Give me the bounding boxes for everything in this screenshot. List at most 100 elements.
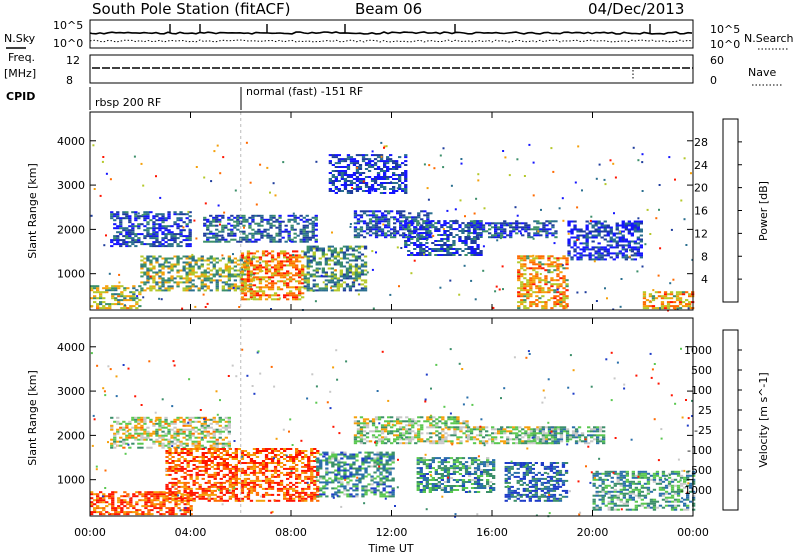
echo-cell [264,456,269,458]
echo-cell [258,479,263,482]
echo-cell [176,237,180,240]
echo-cell [252,483,257,486]
echo-cell [140,267,144,270]
echo-cell [146,269,150,272]
echo-cell [551,220,555,223]
echo-cell [221,289,225,292]
echo-cell [167,239,171,242]
echo-cell [688,303,692,306]
echo-cell [96,505,100,508]
echo-cell [443,244,447,246]
echo-cell [312,283,316,286]
echo-cell [206,232,210,235]
echo-cell [188,434,192,437]
echo-cell [258,258,263,261]
echo-cell [186,507,190,510]
echo-cell [295,254,299,257]
echo-cell [570,236,574,239]
echo-cell [239,279,243,282]
echo-cell [565,259,569,262]
echo-cell [221,257,225,260]
echo-cell [515,232,519,235]
echo-cell [252,294,257,297]
echo-cell [500,230,504,233]
echo-cell [140,446,144,449]
echo-cell [236,263,240,266]
echo-cell [164,287,168,290]
echo-cell [307,460,311,462]
echo-cell [392,178,396,180]
echo-cell [475,222,480,225]
echo-cell [340,451,344,454]
echo-cell [627,222,631,225]
echo-speck [232,286,235,289]
echo-cell [597,256,601,259]
echo-cell [500,226,504,229]
echo-cell [340,160,344,163]
echo-cell [152,223,156,226]
echo-cell [276,294,281,297]
echo-cell [185,275,189,278]
echo-cell [227,255,231,258]
echo-cell [225,489,229,492]
echo-cell [633,246,637,249]
echo-speck [612,162,615,165]
echo-cell [284,240,288,243]
echo-cell [231,489,235,492]
echo-speck [105,172,108,175]
echo-cell [195,448,199,450]
echo-cell [286,460,290,462]
echo-cell [358,186,363,188]
echo-cell [621,248,625,251]
echo-cell [343,188,348,190]
echo-cell [289,264,293,267]
echo-cell [132,511,136,514]
echo-cell [535,255,539,258]
echo-speck [140,162,143,165]
echo-cell [396,220,400,223]
echo-cell [289,465,293,468]
echo-cell [404,242,408,244]
echo-cell [678,299,683,302]
echo-cell [348,253,353,256]
echo-cell [675,291,680,294]
echo-cell [222,467,226,470]
echo-cell [358,178,363,180]
echo-cell [407,230,411,232]
echo-cell [185,434,189,437]
echo-cell [138,305,142,308]
echo-cell [348,265,353,268]
echo-cell [488,232,492,235]
echo-cell [544,303,548,306]
echo-cell [140,259,144,262]
echo-cell [399,228,403,231]
echo-cell [345,275,350,278]
echo-cell [365,210,370,213]
echo-cell [231,487,235,490]
echo-cell [562,281,566,284]
echo-cell [158,241,162,244]
echo-cell [515,222,519,225]
echo-cell [93,511,97,514]
echo-speck [483,207,486,210]
echo-cell [254,222,258,225]
echo-cell [299,214,303,217]
echo-speck [628,255,631,258]
echo-cell [371,228,376,231]
echo-cell [630,240,634,243]
echo-cell [367,160,372,163]
echo-cell [334,457,338,460]
echo-cell [313,491,317,494]
echo-speck [619,230,621,233]
echo-cell [352,160,357,163]
echo-cell [458,236,462,238]
echo-cell [179,231,183,234]
echo-cell [221,216,225,219]
echo-cell [186,448,190,450]
echo-cell [429,212,433,215]
echo-cell [286,272,290,275]
echo-cell [224,275,228,278]
echo-cell [688,293,692,296]
echo-cell [594,258,598,261]
echo-cell [278,240,282,243]
